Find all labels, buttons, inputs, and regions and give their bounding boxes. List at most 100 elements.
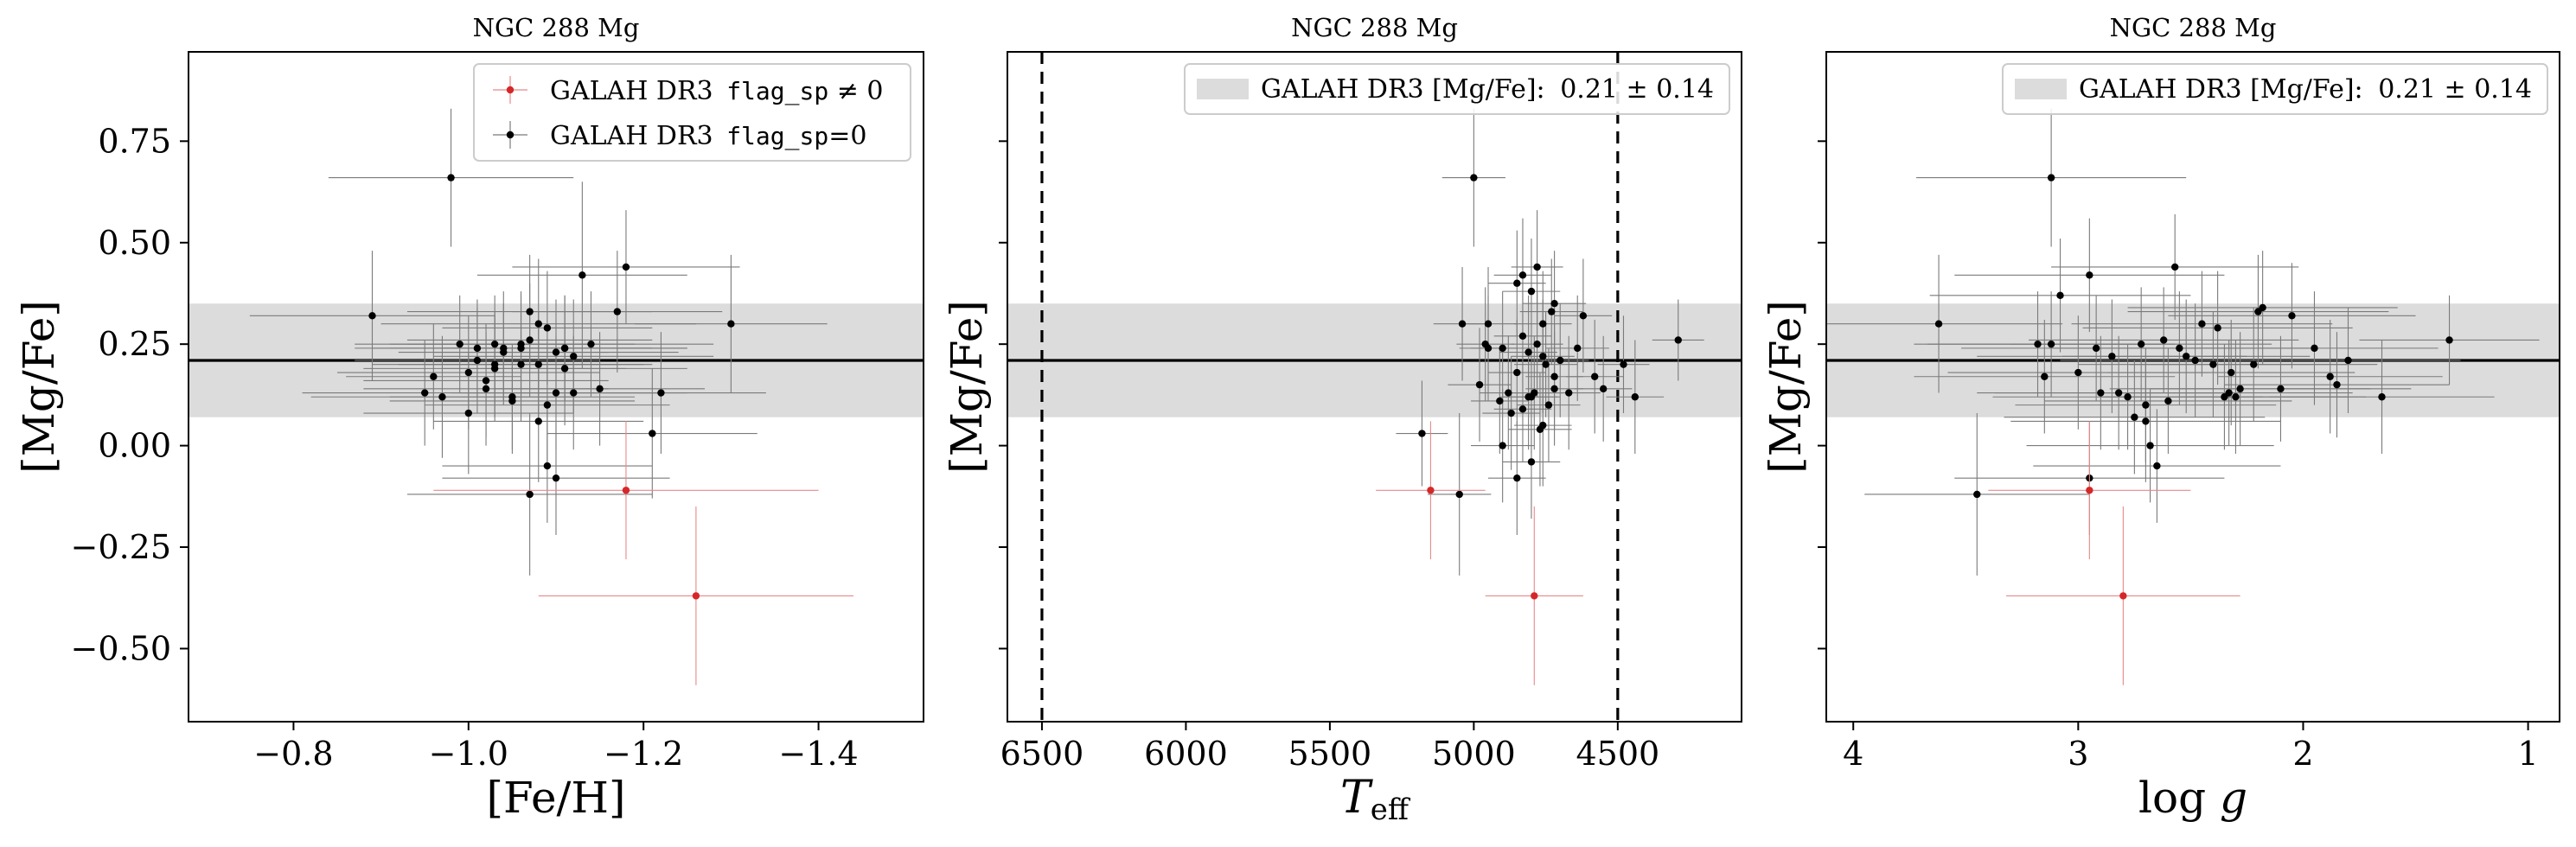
legend-entry: GALAH DR3 [Mg/Fe]: 0.21 ± 0.14 xyxy=(2015,74,2532,105)
data-point xyxy=(587,340,595,348)
legend-label-prefix: GALAH DR3 [Mg/Fe]: xyxy=(2079,74,2371,105)
data-point xyxy=(2047,340,2055,348)
data-point xyxy=(1631,393,1640,401)
data-point xyxy=(649,430,656,437)
data-point xyxy=(1550,373,1558,380)
series-flag-sp-zero xyxy=(1826,108,2540,576)
x-tick-label: 4500 xyxy=(1576,735,1659,773)
legend-entry: GALAH DR3 [Mg/Fe]: 0.21 ± 0.14 xyxy=(1197,74,1714,105)
panel-2: 6500 6000 5500 5000 4500 NGC 288 Mg Teff [Mg/Fe… xyxy=(942,13,1742,827)
data-point xyxy=(2236,385,2244,393)
data-point xyxy=(2142,401,2150,409)
data-point xyxy=(482,385,490,393)
data-point xyxy=(2254,308,2262,315)
legend: GALAH DR3 [Mg/Fe]: 0.21 ± 0.14 xyxy=(1184,63,1730,115)
panel-title: NGC 288 Mg xyxy=(2110,13,2277,42)
data-point xyxy=(534,417,542,425)
data-point xyxy=(1542,360,1550,368)
y-axis-label: [Mg/Fe] xyxy=(14,300,64,474)
data-point xyxy=(552,474,560,482)
data-point xyxy=(578,271,586,279)
data-point xyxy=(1418,430,1426,437)
data-point xyxy=(1591,373,1599,380)
data-point xyxy=(2097,389,2105,397)
legend-patch xyxy=(1197,79,1249,99)
legend-box xyxy=(2002,63,2548,115)
data-point xyxy=(2209,360,2217,368)
axes-frame xyxy=(188,51,924,723)
data-point xyxy=(1505,389,1512,397)
plot-area xyxy=(1826,108,2560,685)
data-point xyxy=(508,397,516,405)
data-point xyxy=(1455,490,1463,499)
series-flag-sp-nonzero xyxy=(1988,421,2240,685)
legend-box xyxy=(1184,63,1730,115)
data-point xyxy=(1544,401,1553,409)
data-point xyxy=(1475,380,1484,389)
data-point xyxy=(1579,312,1588,320)
data-point xyxy=(1470,174,1478,182)
data-point xyxy=(473,344,482,353)
data-point xyxy=(447,174,455,182)
data-point xyxy=(526,308,534,315)
data-point xyxy=(1513,279,1521,287)
legend-label-suffix: 0.21 ± 0.14 xyxy=(1560,74,1714,105)
data-point xyxy=(2047,174,2055,182)
plot-area xyxy=(189,108,924,685)
data-point xyxy=(2326,373,2334,380)
data-point xyxy=(560,344,569,353)
axes-frame xyxy=(1825,51,2560,723)
legend: GALAH DR3 [Mg/Fe]: 0.21 ± 0.14 xyxy=(2002,63,2548,115)
series-flag-sp-zero xyxy=(1396,108,1704,576)
data-point xyxy=(490,340,499,348)
data-point xyxy=(1518,332,1527,340)
data-point xyxy=(622,263,630,271)
data-point xyxy=(2119,592,2127,600)
data-point xyxy=(560,365,569,373)
data-point xyxy=(464,368,473,377)
data-point xyxy=(2344,356,2352,365)
data-point xyxy=(552,348,560,356)
data-point xyxy=(1539,353,1547,360)
data-point xyxy=(1527,287,1536,296)
data-point xyxy=(570,353,578,360)
data-point xyxy=(1934,320,1943,328)
data-point xyxy=(1973,490,1981,499)
y-axis-label: [Mg/Fe] xyxy=(1761,300,1811,474)
series-flag-sp-zero xyxy=(249,108,828,576)
x-axis-label: Teff xyxy=(1340,772,1411,827)
legend-label-prefix: GALAH DR3 xyxy=(550,76,721,106)
data-point xyxy=(2191,356,2199,365)
data-point xyxy=(2277,385,2285,393)
data-point xyxy=(1527,458,1536,466)
data-point xyxy=(2034,340,2042,348)
legend-label-code: flag_sp xyxy=(726,77,828,106)
data-point xyxy=(1556,356,1564,365)
data-point xyxy=(727,320,735,328)
data-point xyxy=(2041,373,2049,380)
legend-label: GALAH DR3 flag_sp ≠ 0 xyxy=(550,76,884,106)
data-point xyxy=(622,487,630,494)
data-point xyxy=(1550,385,1558,393)
x-tick-label: 6500 xyxy=(1000,735,1084,773)
x-tick-label: −1.2 xyxy=(604,735,683,773)
data-point xyxy=(1536,425,1544,434)
data-point xyxy=(534,320,542,328)
data-point xyxy=(2092,344,2100,353)
data-point xyxy=(1620,360,1627,368)
data-point xyxy=(2288,312,2296,320)
y-tick-label: −0.50 xyxy=(71,629,171,667)
legend-label-suffix: 0.21 ± 0.14 xyxy=(2378,74,2532,105)
data-point xyxy=(1499,442,1506,449)
data-point xyxy=(552,389,560,397)
legend-patch xyxy=(2015,79,2067,99)
data-point xyxy=(2221,393,2228,401)
data-point xyxy=(2250,360,2258,368)
data-point xyxy=(2074,368,2082,377)
legend-label-prefix: GALAH DR3 xyxy=(550,121,721,151)
data-point xyxy=(2108,353,2116,360)
data-point xyxy=(2124,393,2132,401)
data-point xyxy=(1484,344,1493,353)
data-point xyxy=(1533,263,1541,271)
series-flag-sp-nonzero xyxy=(1376,421,1583,685)
